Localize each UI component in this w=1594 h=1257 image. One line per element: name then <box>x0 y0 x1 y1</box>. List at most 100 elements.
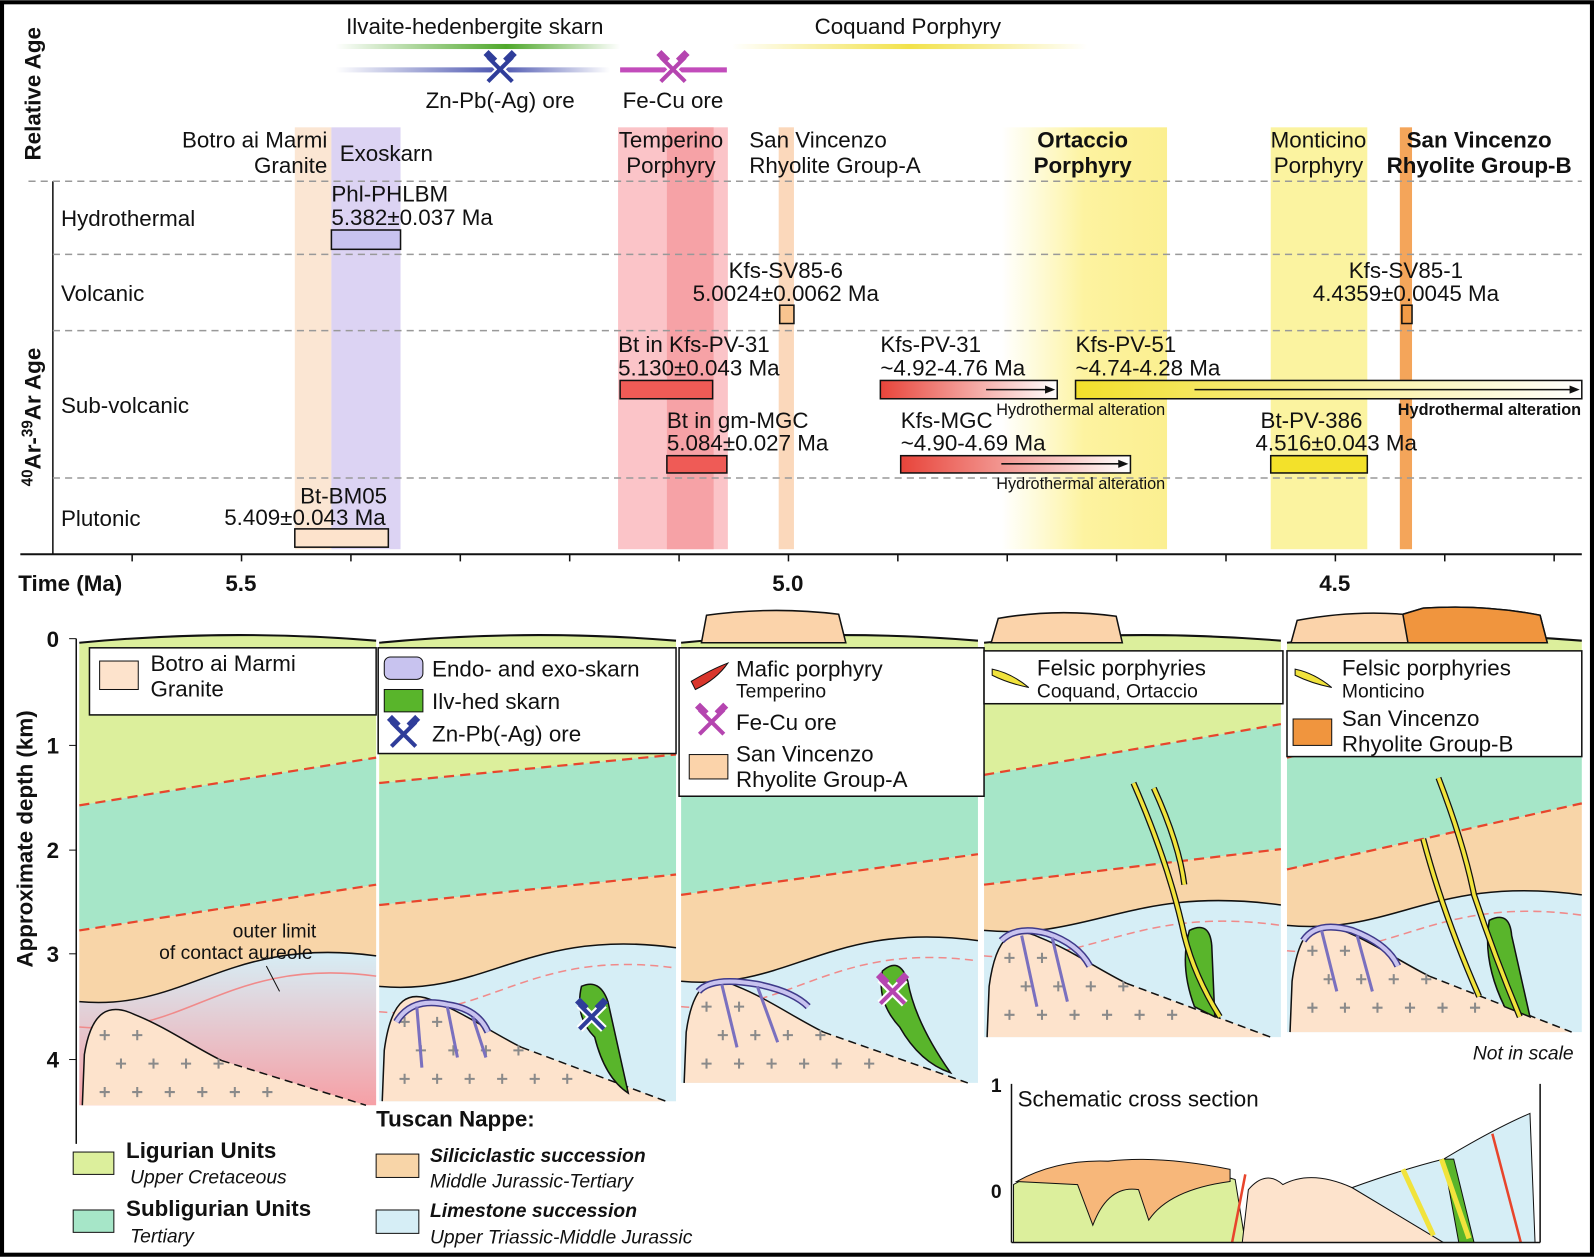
event-label: Ilvaite-hedenbergite skarn <box>346 14 603 39</box>
label: 1 <box>47 734 59 759</box>
label: Felsic porphyries <box>1342 655 1511 680</box>
granite-symbol <box>497 1073 508 1084</box>
path <box>1402 606 1549 644</box>
label: Botro ai Marmi <box>150 651 295 676</box>
label: 0 <box>991 1182 1002 1203</box>
siliciclastic-layer <box>681 854 978 983</box>
path <box>1014 1158 1231 1227</box>
granite-symbol <box>1085 981 1096 992</box>
event-label: Fe-Cu ore <box>623 88 724 113</box>
rect <box>983 650 1284 705</box>
label: 5.130±0.043 Ma <box>618 355 780 380</box>
granite-symbol <box>701 1058 712 1069</box>
granite-symbol <box>864 1058 875 1069</box>
label: 4.4359±0.0045 Ma <box>1313 281 1500 306</box>
granite-symbol <box>1134 1009 1145 1020</box>
fault-boundary <box>79 756 377 807</box>
aureole-line <box>983 920 1281 958</box>
fault-boundary <box>983 847 1282 886</box>
rect <box>666 454 728 474</box>
leader-line <box>265 965 281 992</box>
section-features <box>393 606 1549 1095</box>
fault-boundary <box>79 883 377 932</box>
event-bar <box>335 43 621 50</box>
legend: Ligurian Units Upper Cretaceous Subliguri… <box>72 1107 693 1249</box>
label: 3 <box>47 942 59 967</box>
granite-symbol <box>1101 1009 1113 1020</box>
label: Granite <box>254 153 327 178</box>
label: Temperino <box>736 682 826 703</box>
time-ticks <box>131 554 1555 562</box>
rect <box>619 379 714 400</box>
path <box>471 1016 488 1058</box>
granite-symbol <box>213 1058 224 1069</box>
label: Kfs-SV85-1 <box>1349 258 1463 283</box>
rect <box>383 688 424 713</box>
granite-symbol <box>717 1030 728 1041</box>
path <box>1350 1112 1536 1244</box>
label: Ortaccio <box>1037 128 1128 153</box>
label: Rhyolite Group-A <box>736 767 908 792</box>
time-tick-label: 4.5 <box>1319 571 1350 596</box>
granite-outline <box>986 931 1127 1038</box>
rect <box>688 754 729 780</box>
label: Schematic cross section <box>1018 1086 1259 1111</box>
label: 4 <box>47 1048 60 1073</box>
label: 5.382±0.037 Ma <box>331 205 493 230</box>
rect <box>1270 127 1368 550</box>
path <box>990 611 1124 644</box>
subligurian-layer <box>79 757 377 931</box>
label: Upper Cretaceous <box>130 1168 287 1189</box>
subligurian-layer <box>379 754 677 906</box>
path <box>700 609 847 644</box>
label: 5.409±0.043 Ma <box>224 505 386 530</box>
siliciclastic-layer <box>984 849 1281 932</box>
path <box>1045 385 1056 394</box>
granite-symbol <box>1004 952 1015 963</box>
granite-symbol <box>1388 974 1399 985</box>
rect <box>331 127 401 550</box>
rect <box>1292 718 1333 746</box>
label: Ar Age <box>21 348 46 420</box>
rect <box>678 647 985 797</box>
rect <box>1269 454 1369 474</box>
ligurian-top <box>379 634 677 644</box>
ligurian-top <box>79 634 377 644</box>
label: Hydrothermal alteration <box>996 401 1165 419</box>
label: Hydrothermal alteration <box>996 475 1165 493</box>
granite-symbol <box>1004 1009 1015 1020</box>
granite-symbol <box>1339 1002 1351 1013</box>
event-label: Coquand Porphyry <box>815 14 1002 39</box>
label: Ar- <box>21 437 46 469</box>
path <box>1020 935 1039 1007</box>
contact <box>79 951 377 1004</box>
path <box>1152 787 1187 885</box>
annotation: Not in scale <box>1473 1044 1574 1065</box>
annotation: of contact aureole <box>159 943 312 964</box>
depth-axis-label: Approximate depth (km) <box>13 710 38 967</box>
fault-boundary <box>1286 802 1583 871</box>
g <box>1131 777 1522 1018</box>
label: Porphyry <box>1034 153 1133 178</box>
label: Ilv-hed skarn <box>432 689 560 714</box>
label: 1 <box>991 1076 1002 1097</box>
path <box>1118 459 1129 468</box>
event-bar <box>335 67 610 73</box>
granite-symbol <box>1469 1002 1481 1013</box>
label: 5.084±0.027 Ma <box>667 431 829 456</box>
granite-symbol <box>1020 981 1031 992</box>
label: Fe-Cu ore <box>736 710 837 735</box>
path <box>394 1000 490 1033</box>
path <box>1301 925 1400 967</box>
granite-symbol <box>115 1058 127 1069</box>
label: Kfs-PV-51 <box>1076 332 1177 357</box>
aureole-line <box>1286 910 1582 953</box>
label: Ligurian Units <box>126 1138 276 1163</box>
path <box>999 928 1092 968</box>
granite-symbol <box>99 1086 110 1098</box>
granite-symbol <box>733 1001 745 1012</box>
path <box>1241 1177 1446 1244</box>
granite-symbol <box>197 1086 208 1098</box>
label: Subligurian Units <box>126 1196 311 1221</box>
